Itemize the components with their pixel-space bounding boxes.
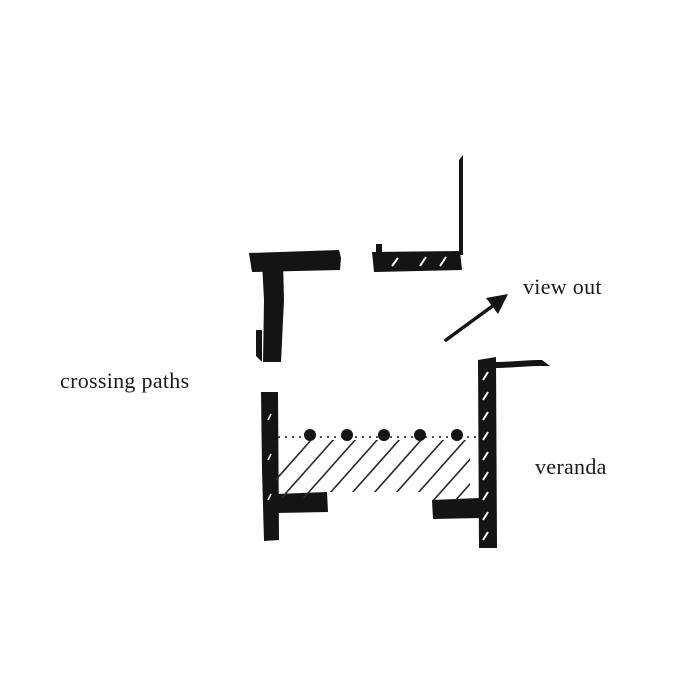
top-right-wall — [372, 155, 463, 272]
column-3 — [378, 429, 390, 441]
view-out-label: view out — [523, 274, 602, 299]
column-4 — [414, 429, 426, 441]
veranda-label: veranda — [535, 454, 607, 479]
veranda-hatch — [276, 440, 470, 500]
column-5 — [451, 429, 463, 441]
top-left-wall — [249, 250, 341, 362]
column-2 — [341, 429, 353, 441]
right-wall-lower — [432, 357, 550, 548]
left-wall-lower — [261, 392, 328, 541]
view-out-arrow — [444, 294, 508, 342]
column-1 — [304, 429, 316, 441]
crossing-paths-label: crossing paths — [60, 368, 190, 393]
veranda-edge — [278, 429, 476, 441]
